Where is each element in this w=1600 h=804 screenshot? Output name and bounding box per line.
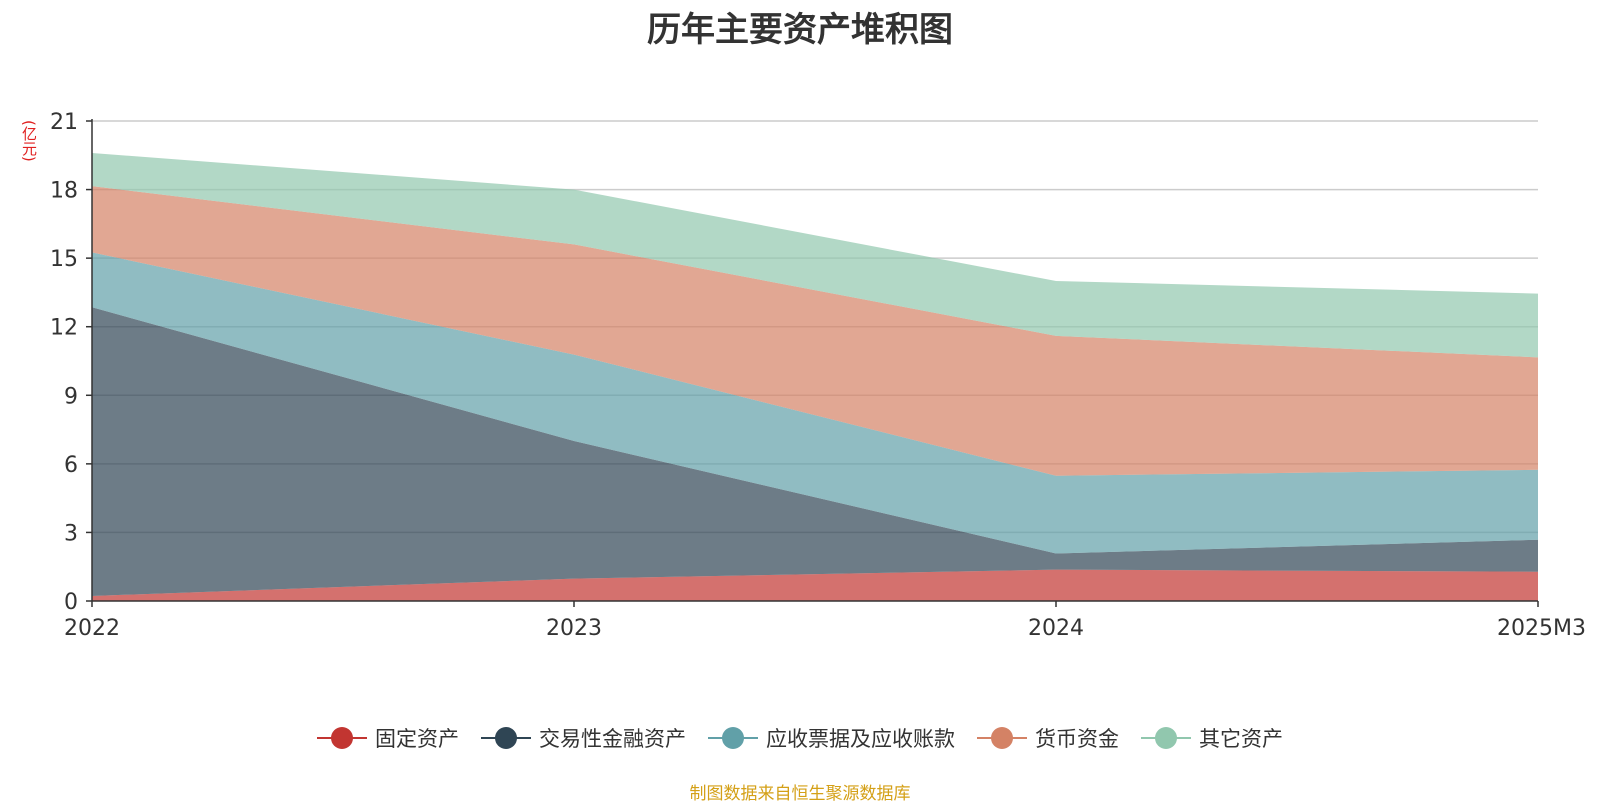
y-tick-label: 6	[64, 453, 78, 478]
legend-marker-icon	[481, 726, 531, 750]
y-tick-label: 0	[64, 590, 78, 615]
legend-item[interactable]: 应收票据及应收账款	[708, 723, 955, 753]
legend-marker-icon	[977, 726, 1027, 750]
y-tick-label: 3	[64, 521, 78, 546]
legend-marker-icon	[1141, 726, 1191, 750]
y-tick-label: 9	[64, 384, 78, 409]
chart-title: 历年主要资产堆积图	[647, 10, 953, 50]
area-应收票据及应收账款	[92, 252, 1538, 554]
legend-marker-icon	[708, 726, 758, 750]
x-tick-label: 2025M3	[1497, 616, 1586, 641]
legend-label: 交易性金融资产	[539, 727, 686, 751]
y-tick-label: 12	[50, 316, 78, 341]
legend-item[interactable]: 交易性金融资产	[481, 723, 686, 753]
y-axis-unit-label: (亿元)	[20, 120, 38, 162]
legend-marker-icon	[317, 726, 367, 750]
area-货币资金	[92, 186, 1538, 476]
legend-item[interactable]: 固定资产	[317, 723, 459, 753]
legend-label: 其它资产	[1199, 727, 1283, 751]
data-source-note: 制图数据来自恒生聚源数据库	[689, 784, 911, 804]
y-tick-label: 15	[50, 247, 78, 272]
x-tick-label: 2024	[1028, 616, 1084, 641]
area-其它资产	[92, 153, 1538, 358]
y-tick-label: 21	[50, 110, 78, 135]
legend-label: 货币资金	[1035, 727, 1119, 751]
legend-label: 固定资产	[375, 727, 459, 751]
y-tick-label: 18	[50, 179, 78, 204]
legend-item[interactable]: 货币资金	[977, 723, 1119, 753]
x-tick-label: 2022	[64, 616, 120, 641]
chart-legend: 固定资产 交易性金融资产 应收票据及应收账款 货币资金 其它资产	[0, 718, 1600, 758]
area-交易性金融资产	[92, 307, 1538, 596]
x-tick-label: 2023	[546, 616, 602, 641]
legend-label: 应收票据及应收账款	[766, 727, 955, 751]
legend-item[interactable]: 其它资产	[1141, 723, 1283, 753]
area-固定资产	[92, 569, 1538, 601]
axes: 0 3 6 9 12 15 18 21 2022 2023 2024 2025M3	[50, 110, 1586, 641]
area-series	[92, 153, 1538, 601]
